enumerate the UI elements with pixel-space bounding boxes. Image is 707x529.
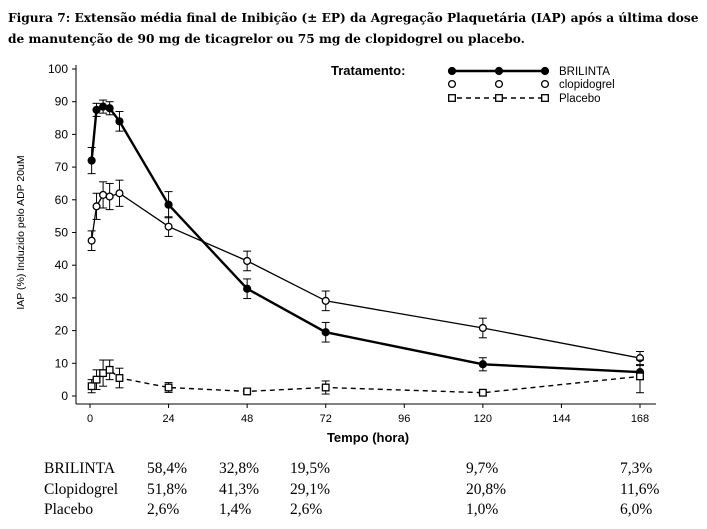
data-point bbox=[478, 388, 487, 397]
series-line bbox=[90, 192, 641, 359]
series-placebo bbox=[87, 359, 644, 397]
legend-marker bbox=[541, 94, 549, 102]
data-point bbox=[478, 360, 487, 369]
legend-label: Placebo bbox=[559, 93, 601, 105]
data-point bbox=[87, 156, 96, 165]
table-row-label: Clopidogrel bbox=[44, 481, 119, 498]
y-tick-label: 70 bbox=[55, 160, 69, 174]
y-tick-label: 80 bbox=[55, 127, 69, 141]
y-tick-label: 60 bbox=[55, 193, 69, 207]
series-line bbox=[90, 105, 641, 374]
legend-label: BRILINTA bbox=[559, 66, 610, 78]
legend-title: Tratamento: bbox=[331, 63, 405, 78]
x-tick-label: 24 bbox=[162, 413, 174, 425]
data-point bbox=[164, 200, 173, 209]
legend-marker bbox=[540, 66, 550, 76]
legend-marker bbox=[447, 66, 457, 76]
series-brilinta bbox=[87, 99, 645, 380]
x-tick-label: 48 bbox=[241, 413, 253, 425]
table-row-label: Placebo bbox=[44, 501, 94, 518]
data-point bbox=[321, 328, 330, 337]
table-cell: 9,7% bbox=[466, 460, 499, 477]
x-axis-title: Tempo (hora) bbox=[327, 430, 409, 445]
data-point bbox=[87, 236, 96, 245]
table-cell: 32,8% bbox=[219, 460, 260, 477]
caption-line-1: Figura 7: Extensão média final de Inibiç… bbox=[8, 11, 699, 25]
data-point bbox=[478, 323, 487, 333]
legend-marker bbox=[494, 66, 504, 76]
data-point bbox=[105, 192, 114, 201]
data-point bbox=[105, 104, 114, 113]
data-point bbox=[243, 284, 252, 293]
y-tick-label: 0 bbox=[61, 389, 68, 403]
data-point bbox=[105, 365, 114, 374]
data-point bbox=[92, 202, 101, 211]
y-axis-title: IAP (%) Induzido pelo ADP 20uM bbox=[15, 155, 27, 309]
table-cell: 51,8% bbox=[147, 481, 188, 498]
data-point bbox=[164, 383, 173, 392]
data-point bbox=[636, 372, 644, 381]
legend-marker bbox=[447, 79, 457, 89]
data-point bbox=[99, 369, 108, 378]
data-point bbox=[243, 256, 252, 265]
y-tick-label: 40 bbox=[55, 258, 69, 272]
figure-caption: Figura 7: Extensão média final de Inibiç… bbox=[8, 8, 703, 50]
data-point bbox=[87, 382, 96, 391]
caption-line-2: de manutenção de 90 mg de ticagrelor ou … bbox=[8, 32, 525, 46]
y-tick-label: 10 bbox=[55, 356, 69, 370]
data-point bbox=[98, 102, 108, 111]
table-cell: 11,6% bbox=[620, 481, 660, 498]
legend-marker bbox=[448, 94, 456, 102]
table-cell: 20,8% bbox=[466, 481, 507, 498]
table-cell: 29,1% bbox=[290, 481, 331, 498]
series-line bbox=[91, 368, 641, 394]
y-tick-label: 20 bbox=[55, 324, 69, 338]
legend-label: clopidogrel bbox=[559, 79, 615, 91]
y-tick-label: 100 bbox=[48, 62, 68, 76]
data-point bbox=[115, 374, 124, 382]
table-cell: 19,5% bbox=[290, 460, 331, 477]
y-tick-label: 30 bbox=[55, 291, 69, 305]
legend-marker bbox=[540, 79, 550, 89]
table-cell: 2,6% bbox=[290, 501, 323, 518]
data-point bbox=[321, 296, 330, 305]
data-point bbox=[321, 383, 330, 392]
x-tick-label: 120 bbox=[474, 413, 492, 425]
table-cell: 41,3% bbox=[219, 481, 260, 498]
data-point bbox=[164, 222, 173, 231]
table-row-label: BRILINTA bbox=[44, 460, 116, 477]
table-cell: 6,0% bbox=[620, 501, 653, 518]
x-tick-label: 144 bbox=[552, 413, 570, 425]
x-tick-label: 96 bbox=[398, 413, 410, 425]
table-cell: 1,4% bbox=[219, 501, 252, 518]
legend-marker bbox=[494, 79, 504, 89]
table-cell: 7,3% bbox=[620, 460, 653, 477]
table-cell: 1,0% bbox=[466, 501, 499, 518]
data-point bbox=[99, 190, 108, 199]
x-tick-label: 168 bbox=[631, 413, 649, 425]
table-cell: 2,6% bbox=[147, 501, 180, 518]
y-tick-label: 50 bbox=[55, 226, 69, 240]
data-point bbox=[243, 387, 252, 396]
table-cell: 58,4% bbox=[147, 460, 188, 477]
data-point bbox=[115, 117, 124, 126]
data-point bbox=[92, 105, 101, 114]
x-tick-label: 72 bbox=[320, 413, 332, 425]
legend-marker bbox=[495, 94, 503, 102]
x-tick-label: 0 bbox=[87, 413, 93, 425]
y-tick-label: 90 bbox=[55, 95, 69, 109]
data-point bbox=[115, 189, 124, 198]
data-point bbox=[92, 375, 101, 384]
